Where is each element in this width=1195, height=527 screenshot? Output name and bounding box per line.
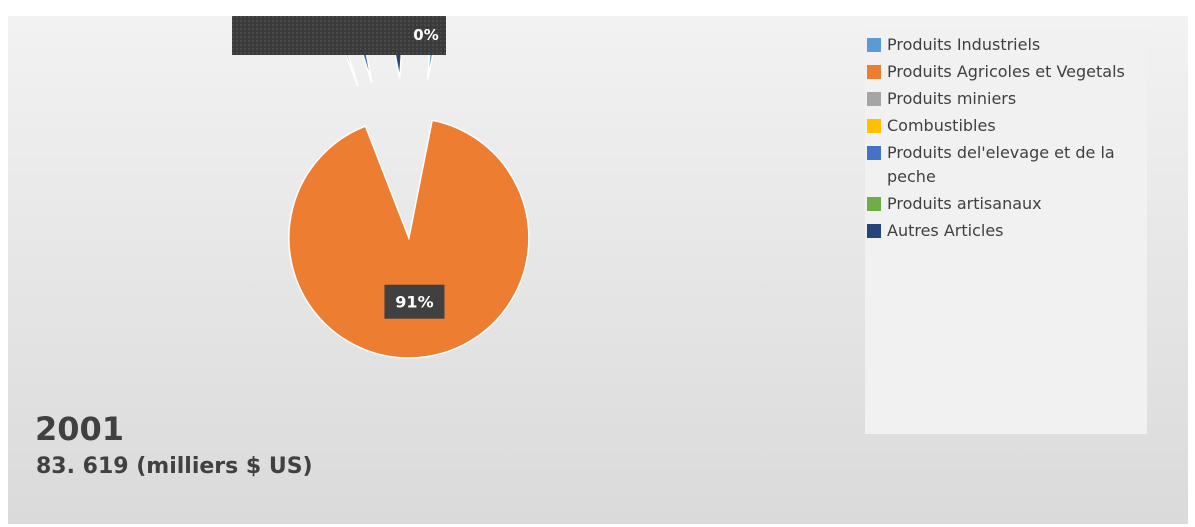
chart-legend: Produits Industriels Produits Agricoles … — [865, 30, 1147, 434]
data-label: 91% — [395, 293, 433, 312]
legend-item-autres-articles: Autres Articles — [865, 219, 1147, 243]
legend-label: Autres Articles — [887, 221, 1004, 240]
data-label-box-partial — [232, 16, 446, 55]
legend-label: Produits miniers — [887, 89, 1017, 108]
legend-label: Produits Industriels — [887, 35, 1041, 54]
data-label-box — [384, 284, 445, 319]
legend-swatch — [867, 119, 881, 133]
legend-item-produits-artisanaux: Produits artisanaux — [865, 192, 1147, 216]
legend-label: Combustibles — [887, 116, 996, 135]
data-label-partial: 0% — [413, 26, 438, 44]
legend-swatch — [867, 146, 881, 160]
legend-item-produits-industriels: Produits Industriels — [865, 33, 1147, 57]
legend-label: Produits del'elevage et de la peche — [887, 143, 1115, 186]
pie-slice-produits-agricoles-et-vegetals — [288, 119, 530, 359]
legend-swatch — [867, 197, 881, 211]
legend-swatch — [867, 224, 881, 238]
chart-title: 2001 — [35, 410, 125, 448]
legend-label: Produits Agricoles et Vegetals — [887, 62, 1125, 81]
legend-item-produits-miniers: Produits miniers — [865, 87, 1147, 111]
legend-item-produits-elevage: Produits del'elevage et de la peche — [865, 141, 1147, 189]
legend-swatch — [867, 65, 881, 79]
legend-item-produits-agricoles: Produits Agricoles et Vegetals — [865, 60, 1147, 84]
top-margin — [0, 0, 1195, 16]
legend-swatch — [867, 38, 881, 52]
legend-item-combustibles: Combustibles — [865, 114, 1147, 138]
legend-label: Produits artisanaux — [887, 194, 1042, 213]
chart-subtitle: 83. 619 (milliers $ US) — [36, 454, 313, 479]
legend-swatch — [867, 92, 881, 106]
